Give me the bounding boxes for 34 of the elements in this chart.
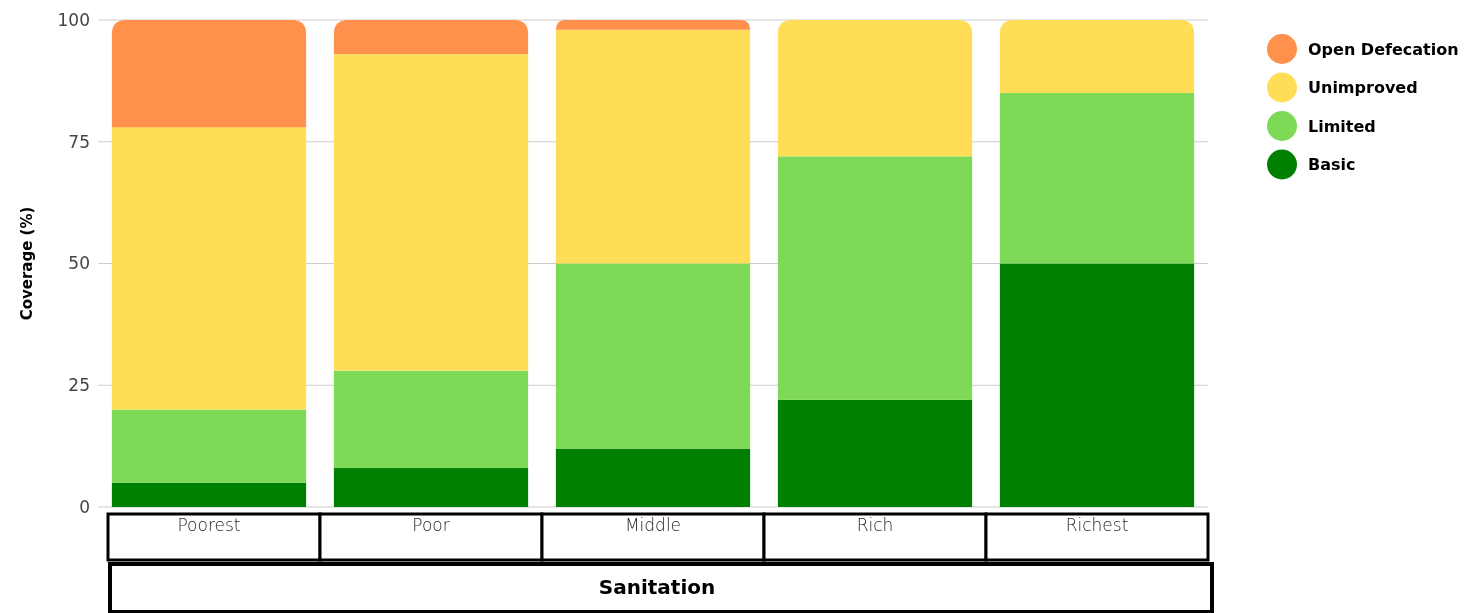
legend-label: Open Defecation bbox=[1308, 39, 1459, 59]
bar bbox=[555, 263, 751, 449]
bar bbox=[777, 399, 973, 507]
bar bbox=[777, 156, 973, 400]
x-tick-label: Rich bbox=[856, 515, 894, 535]
x-tick-label: Poorest bbox=[177, 515, 241, 535]
bar bbox=[999, 93, 1195, 264]
bar bbox=[333, 54, 529, 371]
y-tick-label: 100 bbox=[57, 9, 90, 30]
bar bbox=[555, 20, 751, 30]
bar bbox=[111, 409, 307, 483]
y-tick-label: 25 bbox=[68, 375, 90, 396]
x-tick-label: Richest bbox=[1065, 515, 1129, 535]
bar bbox=[111, 20, 307, 128]
bar bbox=[333, 20, 529, 55]
x-tick-label: Poor bbox=[412, 515, 450, 535]
legend-label: Basic bbox=[1308, 155, 1356, 175]
bar bbox=[111, 482, 307, 507]
y-tick-label: 50 bbox=[68, 253, 90, 274]
bar bbox=[333, 370, 529, 469]
bar bbox=[111, 127, 307, 410]
bar bbox=[777, 20, 973, 157]
x-axis-title: Sanitation bbox=[598, 575, 716, 599]
legend-label: Unimproved bbox=[1308, 78, 1418, 98]
bar bbox=[333, 468, 529, 507]
y-tick-label: 75 bbox=[68, 131, 90, 152]
legend-label: Limited bbox=[1308, 116, 1376, 136]
bar bbox=[999, 20, 1195, 94]
bar bbox=[999, 263, 1195, 507]
y-axis-title: Coverage (%) bbox=[18, 206, 36, 321]
bar bbox=[555, 29, 751, 264]
x-tick-label: Middle bbox=[624, 515, 682, 535]
y-tick-label: 0 bbox=[79, 496, 90, 517]
bar bbox=[555, 448, 751, 507]
